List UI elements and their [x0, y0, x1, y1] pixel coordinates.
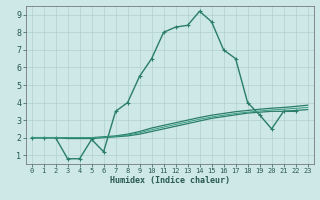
X-axis label: Humidex (Indice chaleur): Humidex (Indice chaleur): [109, 176, 230, 185]
